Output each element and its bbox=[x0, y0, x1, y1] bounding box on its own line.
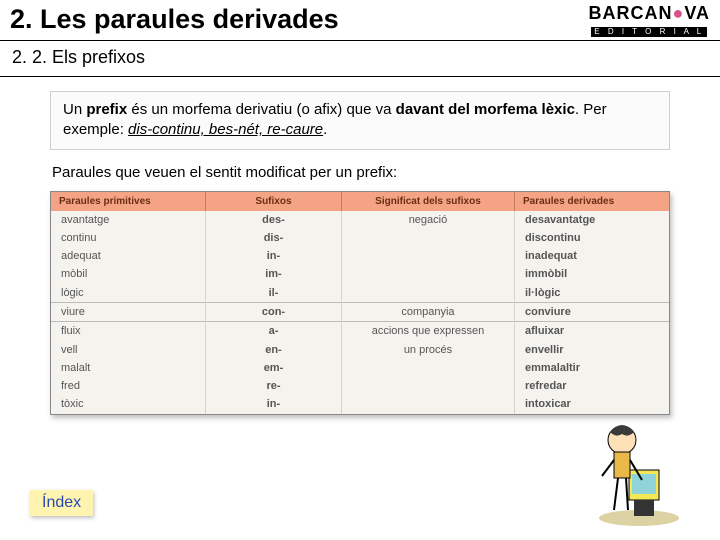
table-cell bbox=[341, 359, 514, 377]
header: 2. Les paraules derivades BARCAN●VA E D … bbox=[0, 0, 720, 38]
table-cell: re- bbox=[206, 377, 342, 395]
index-button[interactable]: Índex bbox=[30, 490, 93, 516]
table-cell: vell bbox=[51, 341, 206, 359]
table-cell: conviure bbox=[514, 302, 669, 321]
table-cell: des- bbox=[206, 211, 342, 229]
table-cell: fred bbox=[51, 377, 206, 395]
brand-logo: BARCAN●VA E D I T O R I A L bbox=[588, 4, 710, 38]
table-cell: il- bbox=[206, 284, 342, 303]
table-cell bbox=[341, 265, 514, 283]
table-row: adequatin-inadequat bbox=[51, 247, 669, 265]
table-cell: lògic bbox=[51, 284, 206, 303]
table-row: fluixa-accions que expressenafluixar bbox=[51, 322, 669, 341]
table-cell: malalt bbox=[51, 359, 206, 377]
table-cell: in- bbox=[206, 247, 342, 265]
section-subtitle: 2. 2. Els prefixos bbox=[0, 45, 720, 77]
table-cell: accions que expressen bbox=[341, 322, 514, 341]
table-row: malaltem-emmalaltir bbox=[51, 359, 669, 377]
table-cell: il·lògic bbox=[514, 284, 669, 303]
table-row: lògicil-il·lògic bbox=[51, 284, 669, 303]
table-cell bbox=[341, 229, 514, 247]
character-illustration-icon bbox=[584, 410, 684, 530]
table-row: mòbilim-immòbil bbox=[51, 265, 669, 283]
table-cell: negació bbox=[341, 211, 514, 229]
table-cell: fluix bbox=[51, 322, 206, 341]
table-cell bbox=[341, 395, 514, 413]
table-cell: discontinu bbox=[514, 229, 669, 247]
table-cell: immòbil bbox=[514, 265, 669, 283]
table-cell: im- bbox=[206, 265, 342, 283]
table-row: avantatgedes-negaciódesavantatge bbox=[51, 211, 669, 229]
table-head: Paraules primitivesSufixosSignificat del… bbox=[51, 192, 669, 211]
table-header-cell: Sufixos bbox=[206, 192, 342, 211]
logo-text: BARCAN●VA bbox=[588, 4, 710, 22]
table-cell: a- bbox=[206, 322, 342, 341]
logo-subtitle: E D I T O R I A L bbox=[591, 27, 707, 37]
table-cell bbox=[341, 377, 514, 395]
table-header-cell: Significat dels sufixos bbox=[341, 192, 514, 211]
table-cell: desavantatge bbox=[514, 211, 669, 229]
table-cell bbox=[341, 284, 514, 303]
table-cell: em- bbox=[206, 359, 342, 377]
table-cell: viure bbox=[51, 302, 206, 321]
table-cell: con- bbox=[206, 302, 342, 321]
prefix-table-container: Paraules primitivesSufixosSignificat del… bbox=[50, 191, 670, 415]
table-header-cell: Paraules primitives bbox=[51, 192, 206, 211]
table-cell: companyia bbox=[341, 302, 514, 321]
table-cell: avantatge bbox=[51, 211, 206, 229]
table-row: tòxicin-intoxicar bbox=[51, 395, 669, 413]
examples: dis-continu, bes-nét, re-caure bbox=[128, 121, 323, 138]
table-cell: afluixar bbox=[514, 322, 669, 341]
table-header-cell: Paraules derivades bbox=[514, 192, 669, 211]
definition-box: Un prefix és un morfema derivatiu (o afi… bbox=[50, 91, 670, 150]
table-cell: dis- bbox=[206, 229, 342, 247]
table-cell: in- bbox=[206, 395, 342, 413]
term-position: davant del morfema lèxic bbox=[396, 101, 575, 118]
table-cell: emmalaltir bbox=[514, 359, 669, 377]
table-cell: en- bbox=[206, 341, 342, 359]
table-row: vellen-un procésenvellir bbox=[51, 341, 669, 359]
logo-dot-icon: ● bbox=[672, 3, 684, 23]
table-body: avantatgedes-negaciódesavantatgecontinud… bbox=[51, 211, 669, 414]
table-cell: adequat bbox=[51, 247, 206, 265]
table-row: continudis-discontinu bbox=[51, 229, 669, 247]
table-cell: inadequat bbox=[514, 247, 669, 265]
table-intro: Paraules que veuen el sentit modificat p… bbox=[52, 164, 668, 181]
page-title: 2. Les paraules derivades bbox=[10, 4, 339, 35]
table-cell: un procés bbox=[341, 341, 514, 359]
term-prefix: prefix bbox=[86, 101, 127, 118]
table-cell bbox=[341, 247, 514, 265]
table-row: viurecon-companyiaconviure bbox=[51, 302, 669, 321]
prefix-table: Paraules primitivesSufixosSignificat del… bbox=[51, 192, 669, 414]
table-cell: refredar bbox=[514, 377, 669, 395]
table-cell: tòxic bbox=[51, 395, 206, 413]
table-cell: continu bbox=[51, 229, 206, 247]
divider bbox=[0, 40, 720, 41]
table-cell: mòbil bbox=[51, 265, 206, 283]
table-cell: envellir bbox=[514, 341, 669, 359]
table-row: fredre-refredar bbox=[51, 377, 669, 395]
